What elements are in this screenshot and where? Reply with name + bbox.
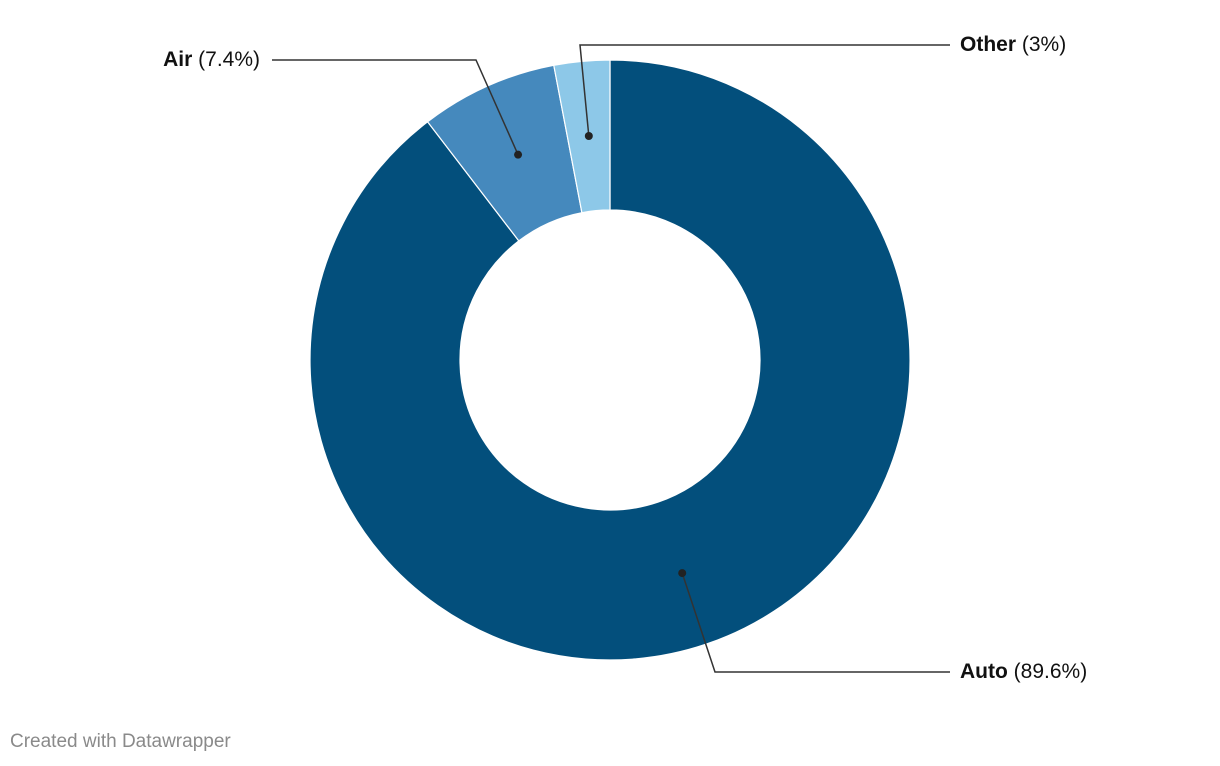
data-label-name-air: Air (163, 48, 192, 71)
data-label-name-other: Other (960, 33, 1016, 56)
leader-dot-auto (678, 569, 687, 578)
slice-other (553, 59, 611, 214)
data-label-auto: Auto (89.6%) (960, 660, 1087, 683)
leader-line-air (272, 59, 519, 155)
data-label-other: Other (3%) (960, 33, 1066, 56)
leader-dot-other (584, 131, 593, 140)
slice-auto (309, 59, 911, 661)
leader-line-other (579, 44, 950, 137)
data-label-value-other: (3%) (1016, 33, 1066, 56)
data-label-value-auto: (89.6%) (1008, 660, 1087, 683)
data-label-value-air: (7.4%) (192, 48, 260, 71)
footer-credit: Created with Datawrapper (10, 731, 231, 752)
leader-line-auto (681, 572, 950, 673)
data-label-name-auto: Auto (960, 660, 1008, 683)
leader-dot-air (514, 150, 523, 159)
data-label-air: Air (7.4%) (163, 48, 260, 71)
